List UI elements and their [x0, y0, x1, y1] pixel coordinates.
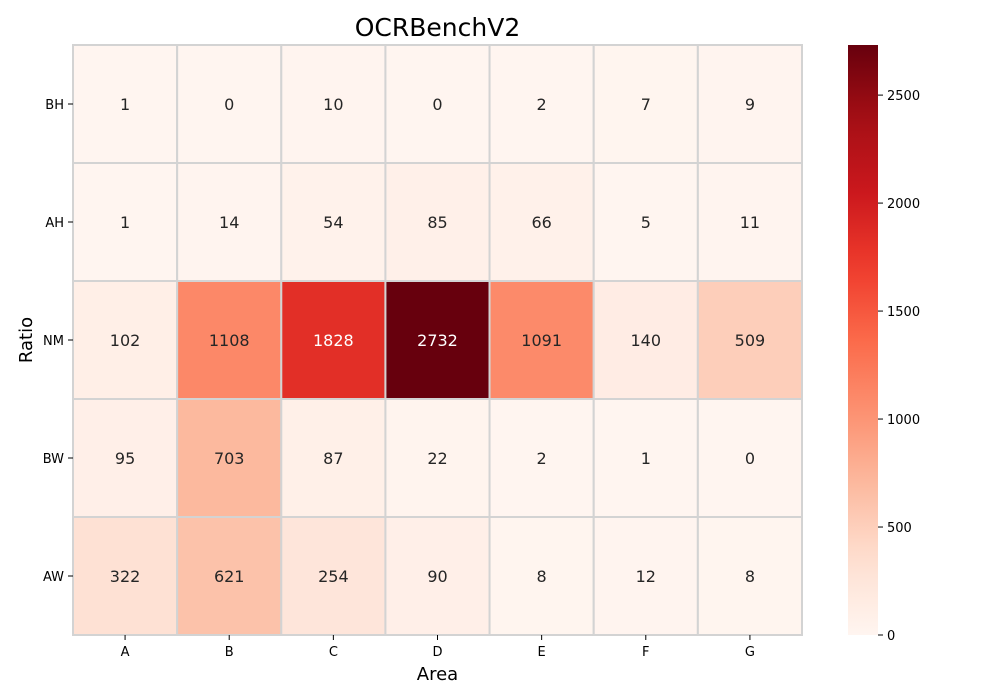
colorbar-tick-label: 1500 — [887, 305, 920, 320]
colorbar-tick-label: 2500 — [887, 89, 920, 104]
y-axis-label: Ratio — [16, 317, 37, 363]
x-tick-label: E — [538, 645, 546, 660]
colorbar-tick-label: 500 — [887, 521, 912, 536]
cell-value-label: 2 — [537, 95, 547, 114]
cell-value-label: 1091 — [521, 331, 562, 350]
cell-value-label: 1828 — [313, 331, 354, 350]
heatmap-cell — [176, 398, 283, 518]
heatmap-cell — [696, 280, 803, 400]
chart-title: OCRBenchV2 — [355, 13, 520, 42]
cell-value-label: 10 — [323, 95, 343, 114]
heatmap-cell — [72, 516, 179, 636]
colorbar-tick-label: 2000 — [887, 197, 920, 212]
y-tick-label: BH — [45, 98, 64, 113]
cell-value-label: 621 — [214, 567, 245, 586]
heatmap-cell — [176, 280, 283, 400]
cell-value-label: 54 — [323, 213, 343, 232]
colorbar-tick-label: 0 — [887, 629, 895, 644]
heatmap-cell — [176, 44, 283, 164]
heatmap-cell — [280, 44, 387, 164]
heatmap-cell — [384, 280, 491, 400]
cell-value-label: 2 — [537, 449, 547, 468]
heatmap-cell — [592, 398, 699, 518]
x-axis-label: Area — [417, 664, 458, 685]
cell-value-label: 703 — [214, 449, 245, 468]
cell-value-label: 22 — [427, 449, 447, 468]
heatmap-cell — [280, 162, 387, 282]
cell-value-label: 8 — [745, 567, 755, 586]
cell-value-label: 1 — [641, 449, 651, 468]
cell-value-label: 140 — [631, 331, 662, 350]
x-tick-label: B — [225, 645, 234, 660]
y-tick-label: BW — [43, 452, 64, 467]
heatmap-cell — [384, 398, 491, 518]
cell-value-label: 95 — [115, 449, 135, 468]
colorbar: 0 500 1000 1500 2000 2500 — [848, 45, 920, 644]
x-tick-label: D — [432, 645, 442, 660]
cell-value-label: 254 — [318, 567, 349, 586]
x-tick-label: F — [642, 645, 649, 660]
cell-value-label: 66 — [531, 213, 551, 232]
cell-value-label: 85 — [427, 213, 447, 232]
cell-value-label: 1 — [120, 213, 130, 232]
colorbar-tick-label: 1000 — [887, 413, 920, 428]
y-tick-label: NM — [43, 334, 64, 349]
y-tick-label: AW — [43, 570, 64, 585]
cell-value-label: 14 — [219, 213, 239, 232]
heatmap-cell — [280, 516, 387, 636]
cell-value-label: 11 — [740, 213, 760, 232]
cell-value-label: 1108 — [209, 331, 250, 350]
cell-value-label: 9 — [745, 95, 755, 114]
heatmap-cell — [280, 280, 387, 400]
colorbar-gradient — [848, 45, 878, 635]
cell-value-label: 2732 — [417, 331, 458, 350]
cell-value-label: 5 — [641, 213, 651, 232]
heatmap-cell — [696, 398, 803, 518]
cell-value-label: 322 — [110, 567, 141, 586]
cell-value-label: 8 — [537, 567, 547, 586]
cell-value-label: 12 — [636, 567, 656, 586]
cell-value-label: 0 — [432, 95, 442, 114]
cell-value-label: 509 — [735, 331, 766, 350]
x-tick-label: C — [329, 645, 338, 660]
cell-value-label: 90 — [427, 567, 447, 586]
heatmap-cell — [592, 44, 699, 164]
heatmap-cell — [696, 162, 803, 282]
y-tick-label: AH — [45, 216, 64, 231]
y-axis-ticks: BH AH NM BW AW — [43, 98, 73, 585]
heatmap-cell — [488, 162, 595, 282]
heatmap-cell — [72, 398, 179, 518]
heatmap-cell — [592, 280, 699, 400]
cell-value-label: 0 — [224, 95, 234, 114]
heatmap-cell — [488, 280, 595, 400]
cell-value-label: 102 — [110, 331, 141, 350]
heatmap-cell — [72, 44, 179, 164]
x-tick-label: A — [121, 645, 130, 660]
cell-value-label: 1 — [120, 95, 130, 114]
x-tick-label: G — [745, 645, 755, 660]
cell-value-label: 7 — [641, 95, 651, 114]
cell-value-label: 0 — [745, 449, 755, 468]
cell-value-label: 87 — [323, 449, 343, 468]
x-axis-ticks: A B C D E F G — [121, 635, 755, 660]
